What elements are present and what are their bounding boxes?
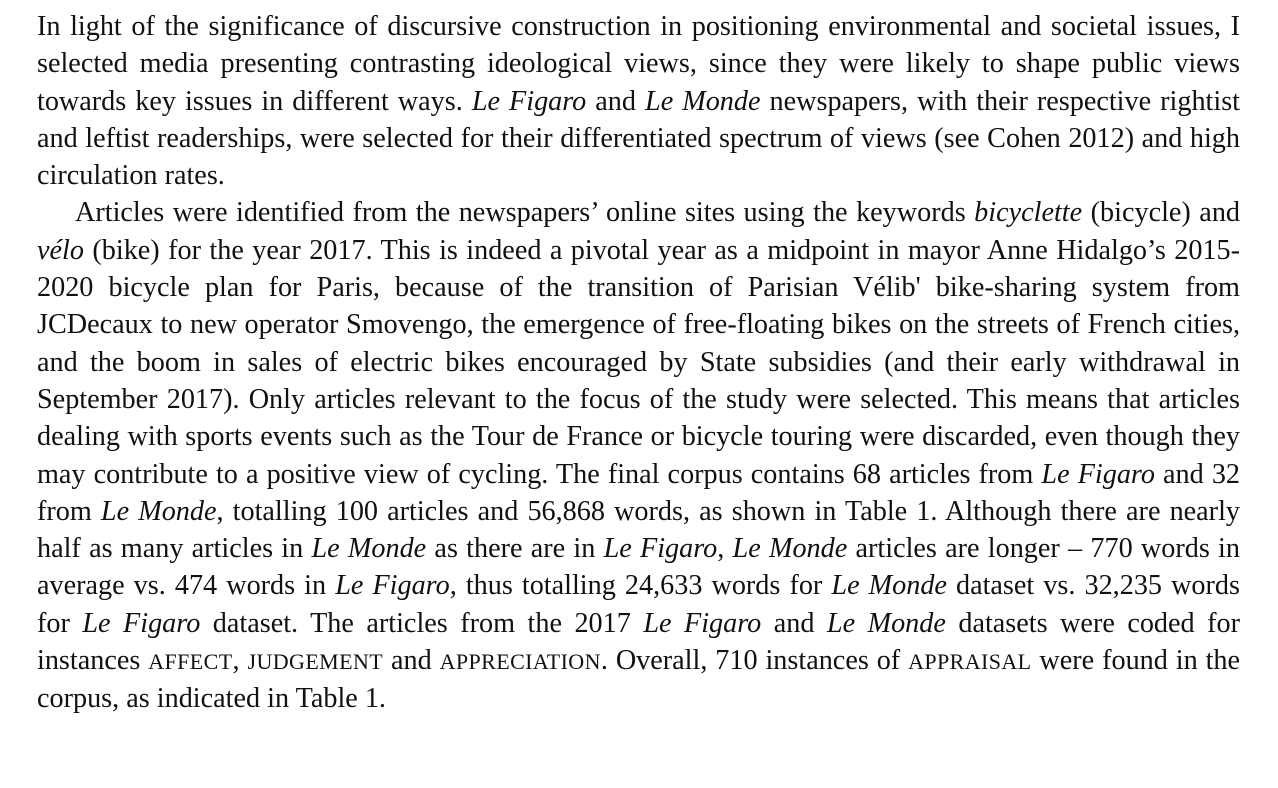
small-caps-run: AFFECT bbox=[148, 649, 233, 675]
italic-run: Le Figaro bbox=[603, 533, 718, 565]
italic-run: bicyclette bbox=[974, 197, 1083, 229]
italic-run: Le Figaro bbox=[471, 85, 587, 117]
text-run: dataset. The articles from the 2017 bbox=[200, 607, 644, 639]
text-run: and 32 from bbox=[37, 458, 1241, 527]
italic-run: Le Figaro bbox=[1041, 458, 1155, 490]
paragraph-1: In light of the significance of discursi… bbox=[37, 8, 1240, 194]
italic-run: Le Monde bbox=[311, 533, 427, 565]
italic-run: Le Monde bbox=[831, 570, 947, 602]
italic-run: Le Figaro bbox=[82, 607, 201, 639]
text-run: newspapers, with their respective righti… bbox=[37, 85, 1241, 192]
text-run: and bbox=[383, 645, 440, 677]
text-run: (bike) for the year 2017. This is indeed… bbox=[37, 234, 1240, 490]
small-caps-run: APPRAISAL bbox=[908, 649, 1032, 675]
text-run: , thus totalling 24,633 words for bbox=[449, 570, 832, 602]
text-run: dataset vs. 32,235 words for bbox=[37, 570, 1240, 639]
text-run: , bbox=[717, 533, 733, 565]
text-run: . Overall, 710 instances of bbox=[600, 645, 909, 677]
italic-run: Le Monde bbox=[826, 607, 946, 639]
text-run: were found in the corpus, as indicated i… bbox=[37, 645, 1241, 715]
italic-run: Le Figaro bbox=[335, 570, 450, 602]
text-run: Articles were identified from the newspa… bbox=[75, 197, 975, 229]
text-run: as there are in bbox=[426, 533, 604, 565]
text-run: datasets were coded for instances bbox=[37, 607, 1240, 677]
italic-run: Le Monde bbox=[645, 85, 761, 117]
italic-run: Le Monde bbox=[100, 495, 217, 527]
text-run: and bbox=[586, 85, 646, 117]
small-caps-run: APPRECIATION bbox=[439, 649, 601, 675]
text-run: , totalling 100 articles and 56,868 word… bbox=[37, 495, 1240, 565]
italic-run: Le Figaro bbox=[643, 607, 762, 639]
text-run: articles are longer – 770 words in avera… bbox=[37, 533, 1240, 602]
text-run: , bbox=[232, 645, 248, 677]
text-run: In light of the significance of discursi… bbox=[37, 11, 1240, 117]
italic-run: Le Monde bbox=[732, 533, 848, 565]
document-body: In light of the significance of discursi… bbox=[37, 8, 1240, 718]
text-run: (bicycle) and bbox=[1082, 197, 1241, 229]
paragraph-2: Articles were identified from the newspa… bbox=[37, 194, 1240, 717]
text-run: and bbox=[761, 607, 827, 639]
small-caps-run: JUDGEMENT bbox=[247, 649, 384, 675]
italic-run: vélo bbox=[37, 234, 84, 266]
